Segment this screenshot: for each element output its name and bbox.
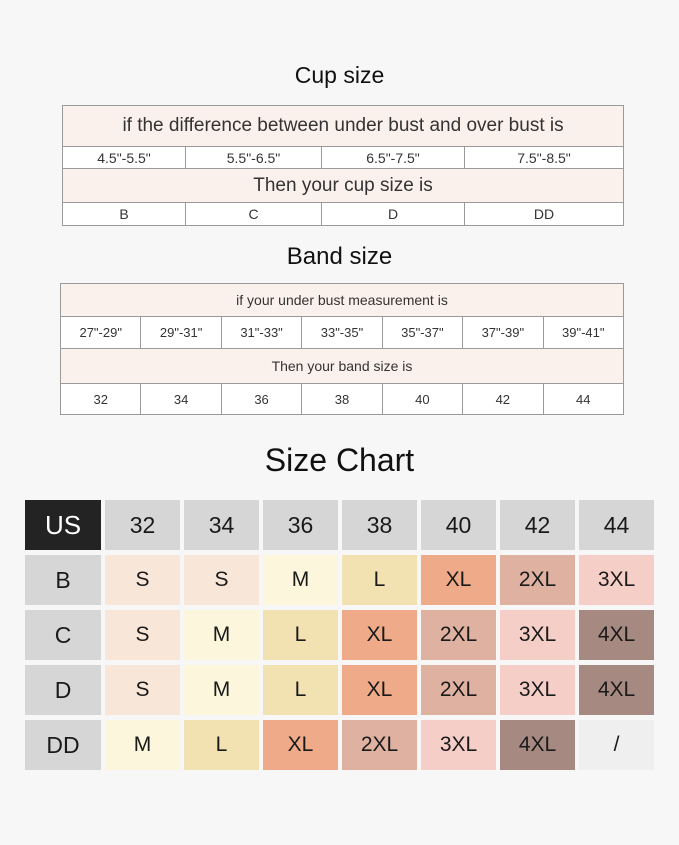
cup-value-cell: B [62,202,186,226]
size-cell: 3XL [421,720,496,770]
size-cell: XL [342,610,417,660]
size-cell: S [105,665,180,715]
cup-value-cell: C [185,202,322,226]
size-cell: XL [421,555,496,605]
size-cell: S [105,610,180,660]
cup-header-cell: DD [25,720,101,770]
band-range-cell: 27"-29" [59,316,142,349]
cup-size-title: Cup size [294,62,385,88]
band-header-cell: 32 [105,500,180,550]
size-cell: 4XL [579,610,654,660]
size-cell: M [105,720,180,770]
band-header-cell: 38 [342,500,417,550]
us-corner-cell: US [25,500,101,550]
size-chart-title: Size Chart [264,442,415,478]
size-cell: / [579,720,654,770]
band-header-cell: 42 [500,500,575,550]
size-cell: 4XL [500,720,575,770]
band-range-cell: 35"-37" [381,316,464,349]
size-cell: 3XL [579,555,654,605]
size-cell: S [105,555,180,605]
band-range-cell: 33"-35" [301,316,383,349]
size-cell: L [342,555,417,605]
band-condition: if your under bust measurement is [60,283,624,317]
band-size-title: Band size [286,243,393,270]
band-size-table: if your under bust measurement is 27"-29… [59,283,625,415]
cup-value-cell: D [321,202,465,226]
size-cell: M [184,665,259,715]
size-cell: L [263,665,338,715]
cup-header-cell: C [25,610,101,660]
size-cell: 4XL [579,665,654,715]
band-header-cell: 36 [263,500,338,550]
size-cell: 3XL [500,610,575,660]
band-value-cell: 34 [140,383,222,415]
size-cell: XL [263,720,338,770]
cup-range-cell: 7.5"-8.5" [463,146,625,169]
size-cell: 2XL [342,720,417,770]
cup-range-cell: 6.5"-7.5" [321,146,465,169]
cup-range-cell: 5.5"-6.5" [185,146,322,169]
band-range-cell: 39"-41" [542,316,625,349]
size-cell: S [184,555,259,605]
band-header-cell: 44 [579,500,654,550]
cup-result-label: Then your cup size is [61,168,625,203]
band-value-cell: 42 [462,383,544,415]
size-cell: 2XL [421,665,496,715]
cup-header-cell: B [25,555,101,605]
size-cell: L [263,610,338,660]
band-header-cell: 34 [184,500,259,550]
band-range-cell: 29"-31" [140,316,222,349]
band-header-cell: 40 [421,500,496,550]
band-value-cell: 36 [220,383,303,415]
band-value-cell: 32 [59,383,142,415]
band-value-cell: 40 [381,383,464,415]
cup-value-cell: DD [463,202,625,226]
size-cell: M [263,555,338,605]
size-cell: 2XL [421,610,496,660]
band-value-cell: 44 [542,383,625,415]
size-cell: XL [342,665,417,715]
size-cell: 2XL [500,555,575,605]
band-result-label: Then your band size is [60,348,624,384]
size-cell: M [184,610,259,660]
band-range-cell: 31"-33" [220,316,303,349]
size-chart-grid: US 32 34 36 38 40 42 44 B S S M L XL 2XL 3XL C S M L XL 2XL 3X… [25,500,654,770]
band-value-cell: 38 [301,383,383,415]
cup-range-cell: 4.5"-5.5" [62,146,186,169]
cup-header-cell: D [25,665,101,715]
size-cell: L [184,720,259,770]
cup-size-table: if the difference between under bust and… [61,105,625,226]
band-range-cell: 37"-39" [462,316,544,349]
size-cell: 3XL [500,665,575,715]
cup-condition: if the difference between under bust and… [61,105,625,147]
